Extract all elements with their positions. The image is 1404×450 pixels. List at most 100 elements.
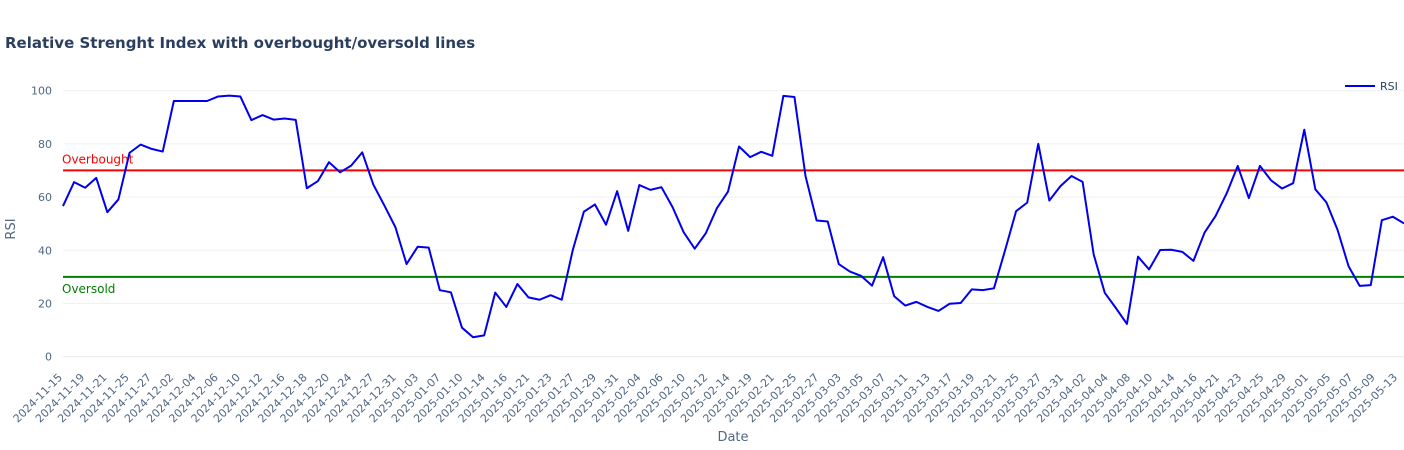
- rsi-data-point[interactable]: [1069, 174, 1074, 179]
- rsi-data-point[interactable]: [692, 246, 697, 251]
- rsi-data-point[interactable]: [1136, 254, 1141, 259]
- rsi-data-point[interactable]: [592, 202, 597, 207]
- rsi-data-point[interactable]: [459, 325, 464, 330]
- rsi-data-point[interactable]: [881, 255, 886, 260]
- rsi-data-point[interactable]: [271, 117, 276, 122]
- rsi-data-point[interactable]: [193, 98, 198, 103]
- rsi-data-point[interactable]: [1102, 290, 1107, 295]
- rsi-data-point[interactable]: [604, 222, 609, 227]
- rsi-data-point[interactable]: [1080, 179, 1085, 184]
- rsi-data-point[interactable]: [315, 179, 320, 184]
- rsi-data-point[interactable]: [293, 117, 298, 122]
- rsi-data-point[interactable]: [1368, 283, 1373, 288]
- rsi-data-point[interactable]: [1291, 181, 1296, 186]
- rsi-data-point[interactable]: [1003, 248, 1008, 253]
- rsi-data-point[interactable]: [127, 150, 132, 155]
- rsi-data-point[interactable]: [338, 170, 343, 175]
- rsi-data-point[interactable]: [471, 335, 476, 340]
- rsi-data-point[interactable]: [858, 273, 863, 278]
- rsi-data-point[interactable]: [94, 175, 99, 180]
- rsi-data-point[interactable]: [249, 118, 254, 123]
- rsi-data-point[interactable]: [958, 300, 963, 305]
- rsi-data-point[interactable]: [648, 187, 653, 192]
- rsi-data-point[interactable]: [1025, 200, 1030, 205]
- rsi-data-point[interactable]: [1357, 283, 1362, 288]
- rsi-data-point[interactable]: [659, 185, 664, 190]
- rsi-data-point[interactable]: [282, 116, 287, 121]
- rsi-data-point[interactable]: [1390, 214, 1395, 219]
- rsi-data-point[interactable]: [1269, 178, 1274, 183]
- rsi-data-point[interactable]: [1379, 218, 1384, 223]
- rsi-data-point[interactable]: [1036, 141, 1041, 146]
- rsi-data-point[interactable]: [570, 247, 575, 252]
- rsi-data-point[interactable]: [482, 333, 487, 338]
- rsi-data-point[interactable]: [304, 186, 309, 191]
- rsi-data-point[interactable]: [1158, 247, 1163, 252]
- rsi-data-point[interactable]: [991, 286, 996, 291]
- rsi-data-point[interactable]: [637, 183, 642, 188]
- rsi-data-point[interactable]: [149, 146, 154, 151]
- rsi-data-point[interactable]: [781, 93, 786, 98]
- rsi-data-point[interactable]: [759, 149, 764, 154]
- rsi-data-point[interactable]: [1124, 321, 1129, 326]
- rsi-data-point[interactable]: [803, 174, 808, 179]
- rsi-data-point[interactable]: [1335, 227, 1340, 232]
- rsi-data-point[interactable]: [670, 205, 675, 210]
- rsi-data-point[interactable]: [892, 294, 897, 299]
- rsi-data-point[interactable]: [1257, 163, 1262, 168]
- rsi-data-point[interactable]: [1169, 247, 1174, 252]
- rsi-data-point[interactable]: [83, 185, 88, 190]
- rsi-data-point[interactable]: [626, 228, 631, 233]
- rsi-data-point[interactable]: [326, 160, 331, 165]
- rsi-data-point[interactable]: [825, 219, 830, 224]
- rsi-data-point[interactable]: [437, 288, 442, 293]
- rsi-data-point[interactable]: [1235, 163, 1240, 168]
- rsi-data-point[interactable]: [914, 299, 919, 304]
- rsi-data-point[interactable]: [947, 301, 952, 306]
- rsi-data-point[interactable]: [72, 180, 77, 185]
- rsi-data-point[interactable]: [1014, 209, 1019, 214]
- rsi-data-point[interactable]: [393, 225, 398, 230]
- rsi-data-point[interactable]: [537, 297, 542, 302]
- rsi-data-point[interactable]: [349, 163, 354, 168]
- rsi-data-point[interactable]: [216, 94, 221, 99]
- rsi-data-point[interactable]: [836, 262, 841, 267]
- legend[interactable]: RSI: [1345, 80, 1398, 93]
- rsi-data-point[interactable]: [615, 189, 620, 194]
- rsi-data-point[interactable]: [969, 287, 974, 292]
- rsi-data-point[interactable]: [1246, 196, 1251, 201]
- rsi-data-point[interactable]: [426, 245, 431, 250]
- rsi-series-line[interactable]: [62, 94, 1404, 339]
- rsi-data-point[interactable]: [748, 155, 753, 160]
- rsi-data-point[interactable]: [1346, 264, 1351, 269]
- rsi-data-point[interactable]: [515, 282, 520, 287]
- rsi-data-point[interactable]: [382, 203, 387, 208]
- rsi-data-point[interactable]: [847, 269, 852, 274]
- rsi-data-point[interactable]: [681, 230, 686, 235]
- rsi-data-point[interactable]: [404, 262, 409, 267]
- rsi-data-point[interactable]: [1313, 187, 1318, 192]
- rsi-data-point[interactable]: [1213, 213, 1218, 218]
- rsi-data-point[interactable]: [737, 144, 742, 149]
- rsi-data-point[interactable]: [116, 197, 121, 202]
- rsi-data-point[interactable]: [1058, 184, 1063, 189]
- rsi-data-point[interactable]: [1202, 230, 1207, 235]
- rsi-data-point[interactable]: [138, 142, 143, 147]
- rsi-data-point[interactable]: [1324, 200, 1329, 205]
- rsi-data-point[interactable]: [182, 98, 187, 103]
- rsi-data-point[interactable]: [171, 98, 176, 103]
- rsi-data-point[interactable]: [227, 93, 232, 98]
- rsi-data-point[interactable]: [903, 303, 908, 308]
- rsi-data-point[interactable]: [792, 94, 797, 99]
- rsi-data-point[interactable]: [559, 297, 564, 302]
- rsi-data-point[interactable]: [160, 149, 165, 154]
- rsi-data-point[interactable]: [448, 290, 453, 295]
- rsi-data-point[interactable]: [504, 304, 509, 309]
- rsi-data-point[interactable]: [1280, 186, 1285, 191]
- rsi-data-point[interactable]: [770, 153, 775, 158]
- rsi-data-point[interactable]: [371, 182, 376, 187]
- rsi-data-point[interactable]: [493, 290, 498, 295]
- rsi-data-point[interactable]: [360, 150, 365, 155]
- rsi-data-point[interactable]: [205, 98, 210, 103]
- rsi-data-point[interactable]: [703, 231, 708, 236]
